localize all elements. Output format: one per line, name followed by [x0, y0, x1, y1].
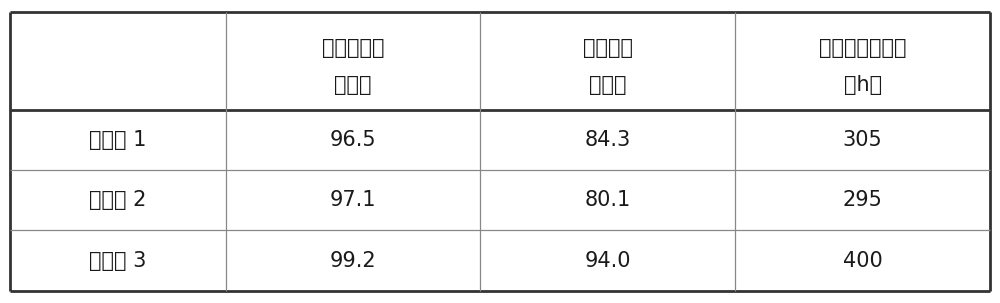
Text: 80.1: 80.1 [585, 190, 631, 210]
Text: 400: 400 [843, 251, 882, 271]
Text: 305: 305 [843, 130, 882, 150]
Text: 乙傆转化率: 乙傆转化率 [322, 38, 384, 58]
Text: 乙烯收率: 乙烯收率 [583, 38, 633, 58]
Text: 94.0: 94.0 [585, 251, 631, 271]
Text: 傅化剂循环寿命: 傅化剂循环寿命 [819, 38, 906, 58]
Text: 295: 295 [843, 190, 883, 210]
Text: 84.3: 84.3 [585, 130, 631, 150]
Text: 实施例 1: 实施例 1 [89, 130, 146, 150]
Text: （％）: （％） [589, 75, 627, 95]
Text: 实施例 3: 实施例 3 [89, 251, 146, 271]
Text: （％）: （％） [334, 75, 372, 95]
Text: （h）: （h） [844, 75, 882, 95]
Text: 99.2: 99.2 [330, 251, 376, 271]
Text: 96.5: 96.5 [330, 130, 376, 150]
Text: 实施例 2: 实施例 2 [89, 190, 146, 210]
Text: 97.1: 97.1 [330, 190, 376, 210]
